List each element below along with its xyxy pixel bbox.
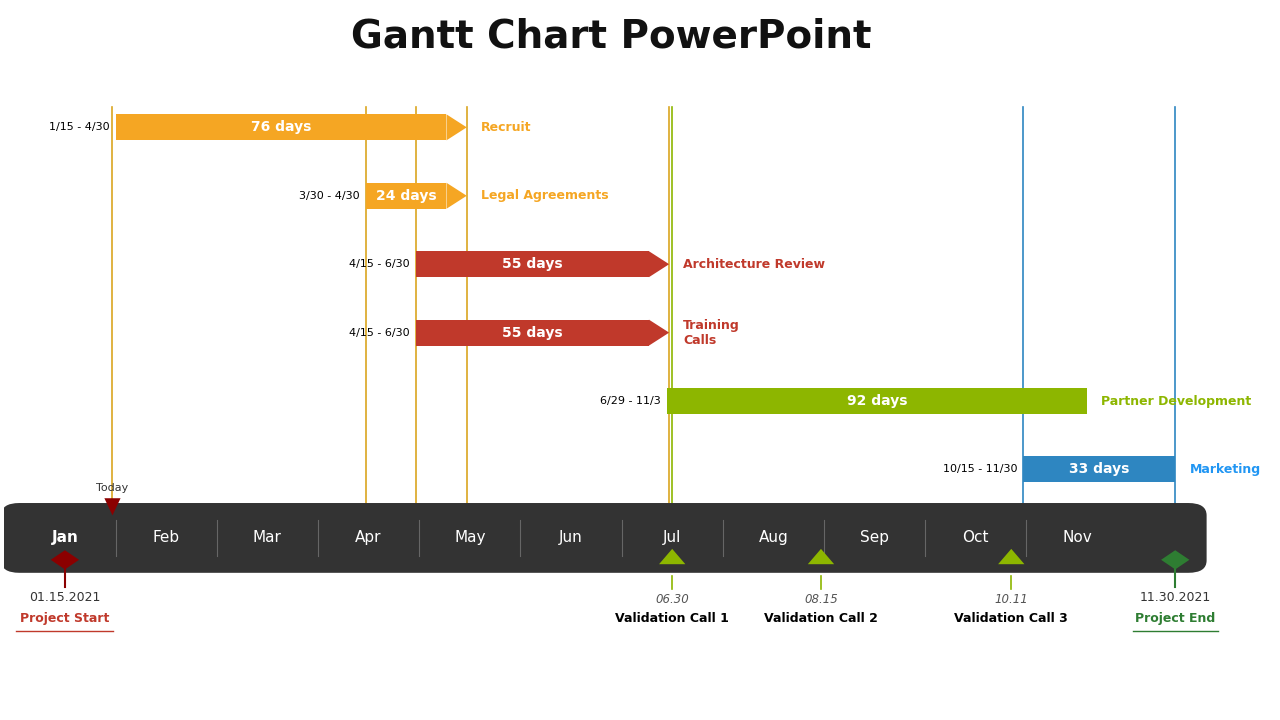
Polygon shape	[659, 549, 685, 564]
Text: Gantt Chart PowerPoint: Gantt Chart PowerPoint	[351, 18, 872, 56]
Text: Validation Call 2: Validation Call 2	[764, 612, 878, 625]
FancyBboxPatch shape	[1024, 456, 1175, 482]
Text: Mar: Mar	[253, 531, 282, 546]
Text: 06.30: 06.30	[655, 593, 689, 606]
Text: Jun: Jun	[559, 531, 582, 546]
Text: Architecture Review: Architecture Review	[684, 258, 826, 271]
Polygon shape	[998, 549, 1024, 564]
Text: Project Start: Project Start	[20, 612, 110, 625]
Text: 92 days: 92 days	[847, 394, 908, 408]
Text: 3/30 - 4/30: 3/30 - 4/30	[298, 191, 360, 201]
Text: 55 days: 55 days	[502, 257, 563, 271]
Polygon shape	[649, 320, 669, 346]
Text: Apr: Apr	[356, 531, 381, 546]
Text: Project End: Project End	[1135, 612, 1216, 625]
FancyBboxPatch shape	[416, 251, 649, 277]
Text: Recruit: Recruit	[481, 121, 531, 134]
Text: Today: Today	[96, 482, 128, 492]
FancyBboxPatch shape	[1, 503, 1207, 573]
Text: May: May	[454, 531, 485, 546]
Text: Sep: Sep	[860, 531, 890, 546]
Text: 33 days: 33 days	[1069, 462, 1129, 477]
Text: Validation Call 1: Validation Call 1	[616, 612, 730, 625]
Polygon shape	[649, 251, 669, 277]
Text: 08.15: 08.15	[804, 593, 838, 606]
Polygon shape	[447, 114, 467, 140]
Text: Validation Call 3: Validation Call 3	[955, 612, 1068, 625]
Text: 55 days: 55 days	[502, 325, 563, 340]
Polygon shape	[105, 498, 120, 516]
Text: Partner Development: Partner Development	[1101, 395, 1252, 408]
Text: Nov: Nov	[1062, 531, 1092, 546]
Text: Jan: Jan	[51, 531, 78, 546]
Text: 4/15 - 6/30: 4/15 - 6/30	[349, 328, 410, 338]
Text: 01.15.2021: 01.15.2021	[29, 591, 101, 604]
Polygon shape	[51, 550, 79, 570]
Text: Marketing: Marketing	[1189, 463, 1261, 476]
Text: Oct: Oct	[963, 531, 989, 546]
FancyBboxPatch shape	[416, 320, 649, 346]
Text: Jul: Jul	[663, 531, 681, 546]
Polygon shape	[808, 549, 835, 564]
Text: 24 days: 24 days	[376, 189, 436, 203]
Text: Aug: Aug	[759, 531, 788, 546]
Text: Feb: Feb	[152, 531, 179, 546]
Text: 11.30.2021: 11.30.2021	[1139, 591, 1211, 604]
FancyBboxPatch shape	[667, 388, 1087, 414]
Text: Training
Calls: Training Calls	[684, 319, 740, 346]
Text: 76 days: 76 days	[251, 120, 311, 135]
Text: Legal Agreements: Legal Agreements	[481, 189, 608, 202]
FancyBboxPatch shape	[366, 183, 447, 209]
Text: 1/15 - 4/30: 1/15 - 4/30	[49, 122, 109, 132]
FancyBboxPatch shape	[115, 114, 447, 140]
Text: 10/15 - 11/30: 10/15 - 11/30	[943, 464, 1018, 474]
Text: 4/15 - 6/30: 4/15 - 6/30	[349, 259, 410, 269]
Polygon shape	[447, 183, 467, 209]
Text: 6/29 - 11/3: 6/29 - 11/3	[600, 396, 660, 406]
Text: 10.11: 10.11	[995, 593, 1028, 606]
Polygon shape	[1161, 550, 1189, 570]
